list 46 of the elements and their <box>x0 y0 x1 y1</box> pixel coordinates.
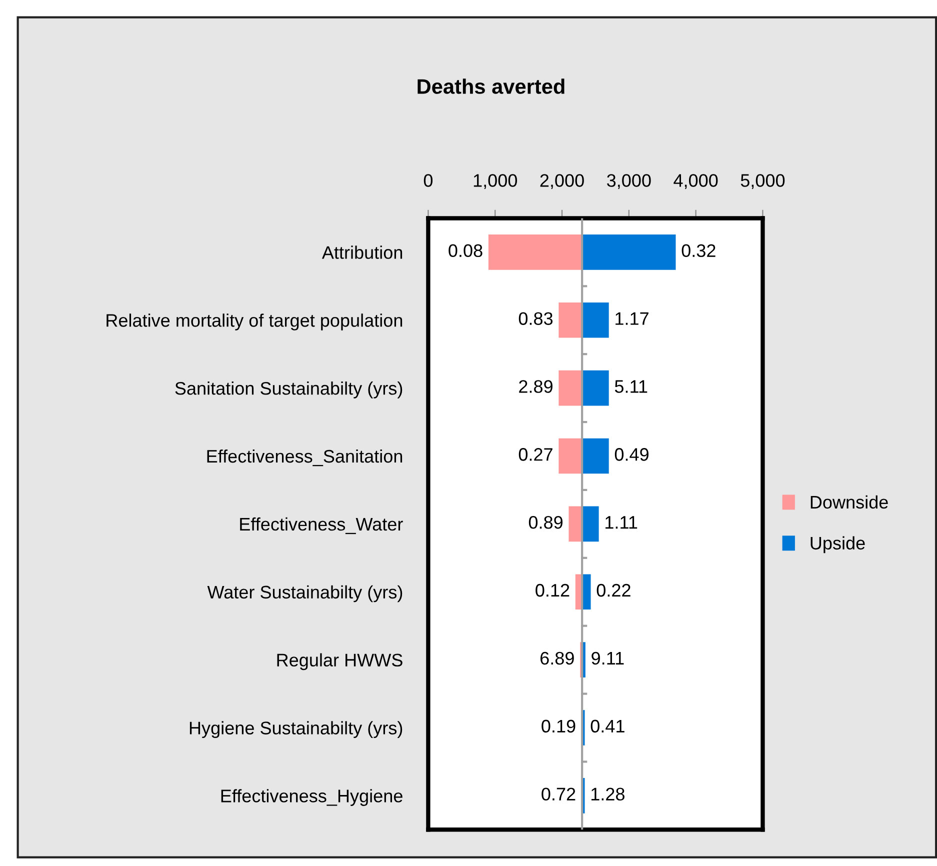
annotation: 9.11 <box>592 652 624 665</box>
chart-title: Deaths averted <box>418 78 564 94</box>
bar <box>568 506 582 542</box>
annotation: 6.89 <box>540 652 574 665</box>
legend-label: Downside <box>810 495 888 509</box>
x-tick-label: 0 <box>424 174 433 187</box>
annotation: 0.19 <box>542 720 576 733</box>
annotation: 0.32 <box>682 244 716 258</box>
y-tick-label: Relative mortality of target population <box>106 314 402 330</box>
annotation: 1.17 <box>616 312 648 325</box>
annotation: 2.89 <box>519 380 552 393</box>
bar <box>488 234 582 270</box>
annotation: 0.27 <box>518 448 552 461</box>
bar <box>558 438 582 474</box>
bar <box>582 234 676 270</box>
x-tick-label: 5,000 <box>740 174 785 190</box>
y-tick-label: Water Sustainabilty (yrs) <box>207 585 402 602</box>
annotation: 0.89 <box>528 516 562 529</box>
y-tick-label: Regular HWWS <box>277 653 402 670</box>
bar <box>558 370 582 406</box>
y-tick-label: Sanitation Sustainabilty (yrs) <box>175 382 402 398</box>
annotation: 0.83 <box>518 312 553 325</box>
y-tick-label: Effectiveness_Hygiene <box>221 789 402 806</box>
bar <box>582 370 609 406</box>
annotation: 0.08 <box>448 244 482 258</box>
x-tick-label: 1,000 <box>474 174 517 190</box>
annotation: 0.49 <box>614 448 648 461</box>
bar <box>582 302 609 338</box>
bar <box>582 438 609 474</box>
annotation: 5.11 <box>614 380 648 393</box>
x-tick-label: 4,000 <box>674 174 718 190</box>
annotation: 1.28 <box>591 788 624 801</box>
y-tick-label: Attribution <box>322 246 402 259</box>
y-tick-label: Hygiene Sustainabilty (yrs) <box>190 721 402 738</box>
annotation: 0.41 <box>590 720 624 733</box>
x-tick-label: 3,000 <box>607 174 651 190</box>
annotation: 0.72 <box>542 788 576 801</box>
annotation: 1.11 <box>606 516 638 529</box>
y-tick-label: Effectiveness_Water <box>240 517 403 534</box>
annotation: 0.22 <box>596 584 630 597</box>
legend-label: Upside <box>810 536 865 554</box>
bar <box>582 506 599 542</box>
bar <box>558 302 582 338</box>
annotation: 0.12 <box>536 584 570 597</box>
x-tick-label: 2,000 <box>540 174 584 190</box>
y-tick-label: Effectiveness_Sanitation <box>207 449 402 466</box>
